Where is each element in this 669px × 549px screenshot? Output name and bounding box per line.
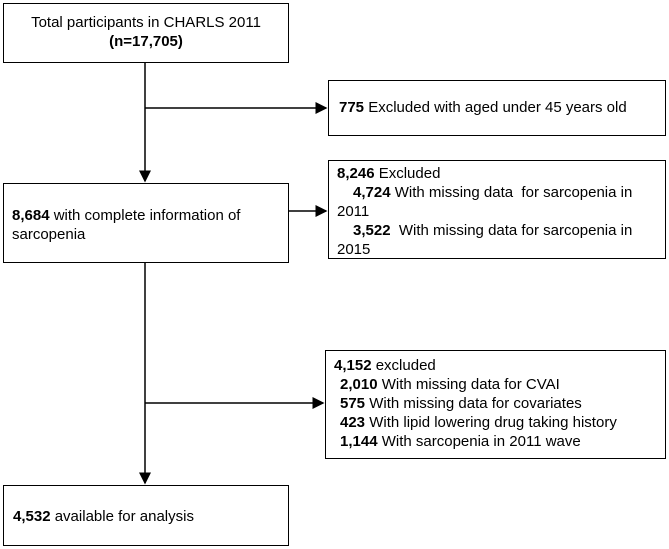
detail-count: 3,522 xyxy=(353,222,391,239)
exclusion-label: Excluded with aged under 45 years old xyxy=(368,99,627,116)
exclusion-label: Excluded xyxy=(378,165,441,182)
detail-label: With lipid lowering drug taking history xyxy=(369,414,617,431)
detail-label: With sarcopenia in 2011 wave xyxy=(381,433,581,450)
detail-label: With missing data for sarcopenia in 2015 xyxy=(337,222,637,258)
exclusion-count: 4,152 xyxy=(334,357,372,374)
node-box: Total participants in CHARLS 2011 (n=17,… xyxy=(3,3,289,63)
exclusion-box: 8,246 Excluded 4,724 With missing data f… xyxy=(328,160,666,259)
exclusion-box: 4,152 excluded 2,010 With missing data f… xyxy=(325,350,666,459)
node-count: 8,684 xyxy=(12,207,50,224)
detail-count: 423 xyxy=(340,414,366,431)
node-label: with complete information of sarcopenia xyxy=(12,207,245,243)
exclusion-count: 775 xyxy=(339,99,365,116)
detail-label: With missing data for CVAI xyxy=(381,376,560,393)
node-label: available for analysis xyxy=(54,508,194,525)
detail-count: 4,724 xyxy=(353,184,391,201)
exclusion-box: 775 Excluded with aged under 45 years ol… xyxy=(328,80,666,136)
exclusion-label: excluded xyxy=(371,357,436,374)
detail-count: 2,010 xyxy=(340,376,378,393)
detail-label: With missing data for covariates xyxy=(369,395,582,412)
node-box: 4,532 available for analysis xyxy=(3,485,289,546)
detail-count: 575 xyxy=(340,395,366,412)
detail-label: With missing data for sarcopenia in 2011 xyxy=(337,184,637,220)
detail-count: 1,144 xyxy=(340,433,378,450)
node-count: (n=17,705) xyxy=(109,33,183,50)
node-label: Total participants in CHARLS 2011 xyxy=(31,14,261,31)
node-box: 8,684 with complete information of sarco… xyxy=(3,183,289,263)
node-count: 4,532 xyxy=(13,508,51,525)
exclusion-count: 8,246 xyxy=(337,165,375,182)
